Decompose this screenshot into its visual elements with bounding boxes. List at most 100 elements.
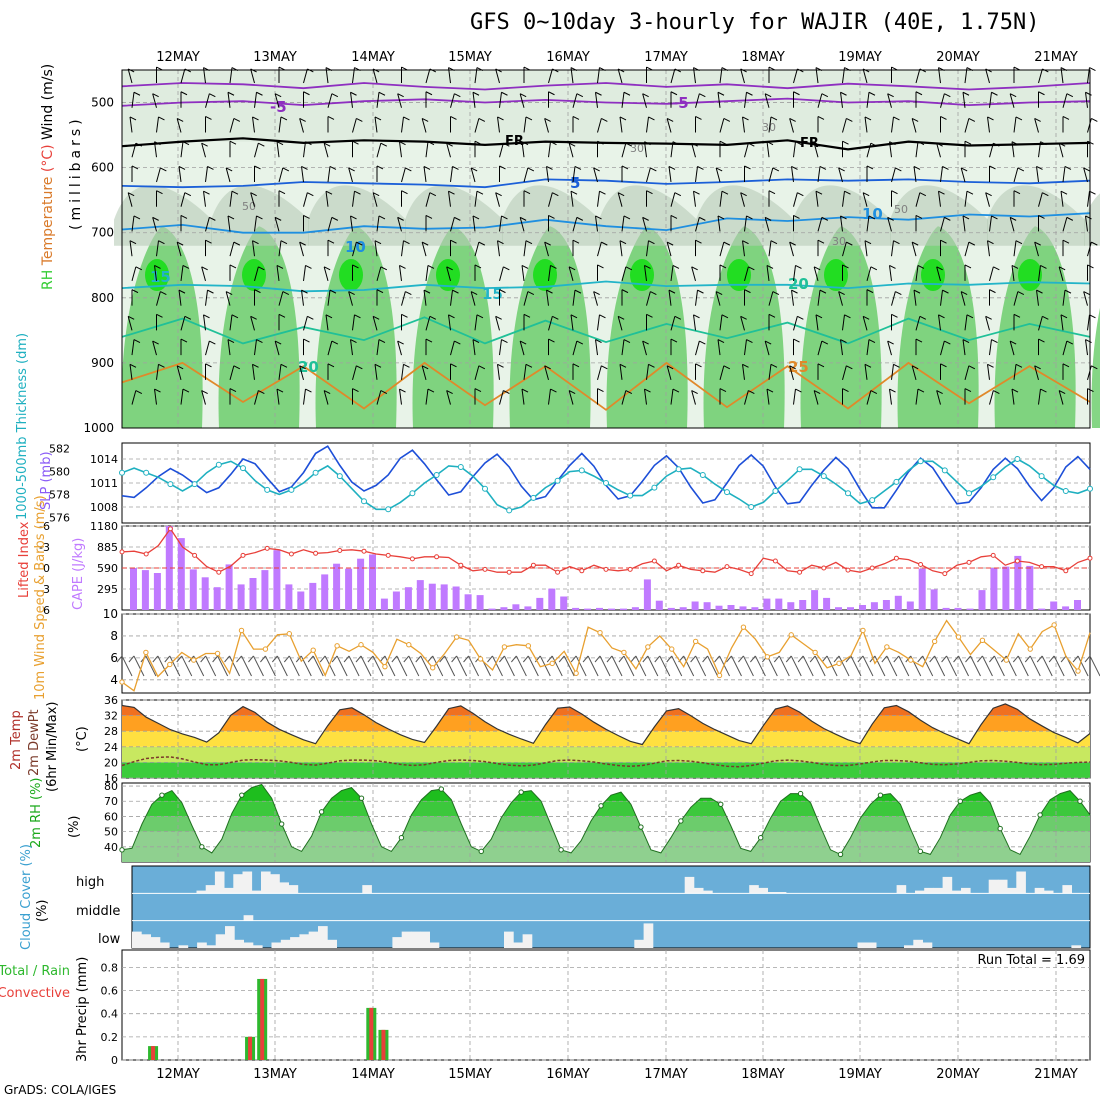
lifted-index-marker xyxy=(1087,555,1093,561)
cape-bar xyxy=(990,568,998,610)
wind-barb xyxy=(1087,314,1090,331)
wind-barb-flag xyxy=(305,264,312,269)
wind-speed-marker xyxy=(358,642,364,648)
wind-barb xyxy=(325,314,329,331)
cape-bar xyxy=(333,563,341,610)
cape-bar xyxy=(691,601,699,610)
wind-barb xyxy=(1038,141,1041,158)
wind-barb xyxy=(252,240,255,257)
rh-marker xyxy=(478,848,484,855)
wind-barb xyxy=(987,116,990,133)
wind-barb xyxy=(450,217,455,232)
wind-barb-flag xyxy=(519,340,527,345)
wind-barb-flag xyxy=(380,142,388,147)
wind-barb xyxy=(989,339,992,356)
upper-air-ylabel-text: RH Temperature (°C) Wind (m/s) xyxy=(40,64,56,290)
wind-barb xyxy=(815,314,819,331)
wind-barb xyxy=(1009,93,1015,108)
ylabel-part: Wind (m/s) xyxy=(40,64,56,140)
wind-speed-marker xyxy=(262,646,269,652)
wind-barb xyxy=(985,68,990,84)
wind-barb-flag xyxy=(1034,241,1041,246)
wind-barb xyxy=(544,118,549,133)
wind-barb-flag xyxy=(770,116,778,121)
surface-wind-flag xyxy=(749,655,756,663)
cloud-bar-high xyxy=(942,876,953,894)
wind-barb-flag xyxy=(282,291,290,296)
wind-barb-flag xyxy=(372,192,380,197)
lifted-index-marker xyxy=(918,562,924,567)
rh-tick-label: 40 xyxy=(104,841,118,854)
surface-wind-barb xyxy=(778,655,790,677)
surface-wind-flag xyxy=(941,655,947,663)
cloud-bar-low xyxy=(327,939,337,948)
lifted-index-marker xyxy=(555,569,561,575)
rh-marker xyxy=(678,818,684,824)
wind-barb xyxy=(131,339,135,356)
wind-barb-flag xyxy=(764,93,772,98)
lifted-index-marker xyxy=(700,568,706,574)
wind-barb-flag xyxy=(915,338,923,343)
cloud-bar-low xyxy=(299,934,310,948)
wind-barb-flag xyxy=(274,340,282,345)
isotherm-line-0 xyxy=(121,82,1091,91)
wind-barb-flag xyxy=(403,363,410,368)
thickness-line-marker xyxy=(699,472,706,478)
wind-barb xyxy=(323,390,329,405)
rh-tick-label: 50 xyxy=(104,826,118,839)
wind-barb xyxy=(891,291,896,306)
isotherm-label: 5 xyxy=(570,174,580,192)
wind-barb xyxy=(450,93,455,108)
lifted-index-marker xyxy=(482,566,488,572)
wind-barb xyxy=(862,316,868,331)
wind-barb xyxy=(817,217,823,232)
wind-barb-flag xyxy=(866,289,874,294)
wind-barb xyxy=(1058,143,1064,158)
surface-wind-flag xyxy=(690,655,697,663)
wind-barb xyxy=(129,116,133,133)
wind-barb xyxy=(546,166,549,183)
wind-barb-flag xyxy=(674,192,682,197)
wind-barb-flag xyxy=(401,313,408,318)
wind-barb-flag xyxy=(1038,91,1045,96)
cape-bar xyxy=(201,577,209,610)
wind-speed-marker xyxy=(191,657,197,663)
wind-barb-flag xyxy=(695,363,702,368)
wind-barb-flag xyxy=(495,315,502,320)
lifted-index-marker xyxy=(627,566,633,572)
wind-barb-flag xyxy=(691,390,698,394)
wind-barb xyxy=(548,141,551,158)
wind-barb xyxy=(1011,141,1015,158)
wind-barb-flag xyxy=(307,192,314,197)
wind-barb-flag xyxy=(593,291,600,296)
wind-barb xyxy=(644,141,647,158)
wind-barb-flag xyxy=(356,117,363,122)
wind-speed-marker xyxy=(597,629,603,636)
ylabel-part: RH xyxy=(40,265,56,290)
wind-barb xyxy=(299,365,304,380)
wind-barb-flag xyxy=(258,266,265,271)
cape-bar xyxy=(596,607,603,610)
wind-barb xyxy=(866,92,870,108)
wind-barb-flag xyxy=(868,91,876,96)
surface-wind-flag xyxy=(1048,655,1055,663)
wind-barb xyxy=(205,290,208,306)
wind-barb xyxy=(299,118,304,133)
wind-barb xyxy=(742,116,745,133)
wind-barb xyxy=(670,389,674,405)
wind-barb xyxy=(497,364,500,380)
wind-barb-flag xyxy=(454,93,461,98)
surface-wind-barb xyxy=(731,655,742,677)
thickness-line-marker xyxy=(772,488,779,494)
wind-barb xyxy=(1036,290,1039,306)
wind-barb xyxy=(862,192,868,207)
cape-tick-label: 1180 xyxy=(90,520,118,533)
wind-barb-flag xyxy=(133,215,141,220)
wind-barb xyxy=(744,390,749,405)
wind-barb xyxy=(915,68,921,84)
wind-barb-flag xyxy=(642,340,649,345)
wind-barb xyxy=(303,141,306,158)
wind-barb xyxy=(470,167,476,183)
wind-speed-marker xyxy=(167,661,173,668)
cape-bar xyxy=(1014,555,1022,610)
